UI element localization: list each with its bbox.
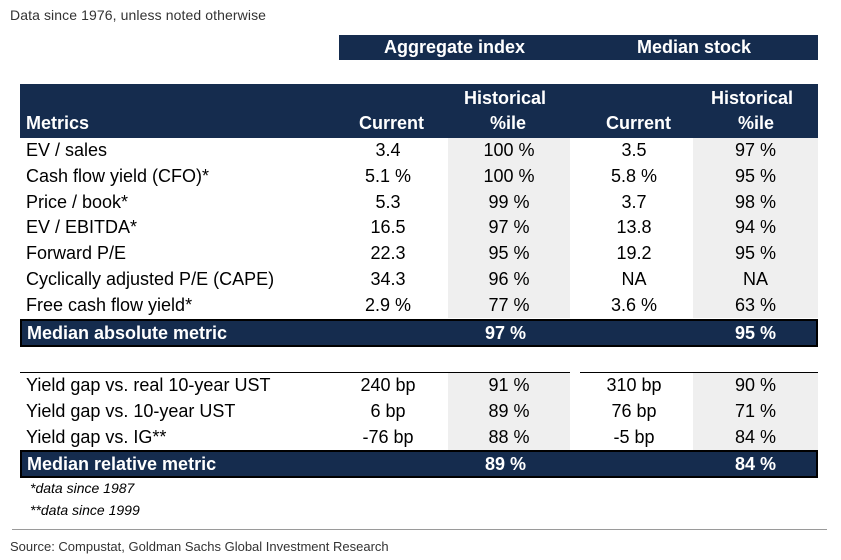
med-current-value: 310 bp — [606, 375, 662, 395]
footnote: *data since 1987 — [30, 480, 135, 496]
agg-current-value: 5.1 % — [364, 165, 412, 186]
med-current-value: 5.8 % — [610, 165, 658, 186]
agg-current-value: 6 bp — [370, 400, 406, 421]
med-percentile-value: 94 % — [734, 217, 777, 238]
med-percentile-value: 90 % — [734, 375, 777, 395]
agg-percentile-value: 100 % — [483, 140, 535, 160]
med-current-value: 76 bp — [611, 400, 657, 421]
median-relative-metric-row: Median relative metric 89 % 84 % — [20, 450, 818, 478]
agg-percentile-value: 88 % — [488, 426, 530, 447]
section-rule-right — [580, 372, 818, 373]
agg-pct-shade-bottom — [448, 373, 570, 451]
metric-label: Yield gap vs. IG** — [26, 426, 167, 447]
footnote: **data since 1999 — [30, 502, 140, 518]
agg-percentile-value: 91 % — [488, 375, 530, 395]
metric-label: EV / EBITDA* — [26, 217, 138, 238]
agg-historical-header-line1: Historical — [464, 88, 547, 108]
agg-current-value: 22.3 — [370, 243, 406, 264]
med-current-header: Current — [606, 113, 672, 133]
med-historical-header-line1: Historical — [711, 88, 794, 108]
metric-label: Cyclically adjusted P/E (CAPE) — [26, 269, 275, 289]
agg-current-value: 3.4 — [375, 140, 401, 160]
summary-agg-pct: 89 % — [485, 454, 527, 474]
med-percentile-value: 97 % — [734, 140, 777, 160]
med-current-value: 3.6 % — [610, 294, 658, 315]
agg-current-value: 5.3 — [375, 191, 401, 212]
agg-current-value: 240 bp — [360, 375, 416, 395]
summary-agg-pct: 97 % — [485, 323, 527, 343]
med-historical-header-line2: %ile — [738, 113, 775, 133]
median-absolute-metric-row: Median absolute metric 97 % 95 % — [20, 319, 818, 347]
summary-med-pct: 95 % — [735, 323, 777, 343]
med-percentile-value: 95 % — [734, 165, 777, 186]
agg-percentile-value: 96 % — [488, 269, 530, 289]
agg-percentile-value: 77 % — [488, 294, 530, 315]
summary-label: Median absolute metric — [27, 323, 228, 343]
med-current-value: 3.5 — [621, 140, 647, 160]
med-current-value: 19.2 — [616, 243, 652, 264]
aggregate-index-header: Aggregate index — [339, 35, 570, 60]
metric-label: Cash flow yield (CFO)* — [26, 165, 210, 186]
med-percentile-value: 95 % — [734, 243, 777, 264]
metric-label: Yield gap vs. real 10-year UST — [26, 375, 271, 395]
med-current-value: NA — [621, 269, 647, 289]
agg-pct-shade-top — [448, 138, 570, 318]
table-subtitle: Data since 1976, unless noted otherwise — [10, 7, 267, 23]
med-current-value: 3.7 — [621, 191, 647, 212]
metric-label: Free cash flow yield* — [26, 294, 193, 315]
med-percentile-value: 84 % — [734, 426, 777, 447]
metric-label: Price / book* — [26, 191, 129, 212]
med-pct-shade-top — [693, 138, 818, 318]
agg-current-value: 34.3 — [370, 269, 406, 289]
agg-percentile-value: 89 % — [488, 400, 530, 421]
agg-percentile-value: 95 % — [488, 243, 530, 264]
med-percentile-value: 71 % — [734, 400, 777, 421]
metrics-header: Metrics — [26, 113, 90, 133]
med-current-value: 13.8 — [616, 217, 652, 238]
metric-label: Forward P/E — [26, 243, 127, 264]
med-percentile-value: 98 % — [734, 191, 777, 212]
section-rule-left — [20, 372, 570, 373]
metric-label: EV / sales — [26, 140, 108, 160]
summary-med-pct: 84 % — [735, 454, 777, 474]
agg-percentile-value: 99 % — [488, 191, 530, 212]
agg-current-value: 2.9 % — [364, 294, 412, 315]
agg-current-value: 16.5 — [370, 217, 406, 238]
column-header-row: Metrics Current Historical %ile Current … — [20, 84, 818, 138]
median-stock-header: Median stock — [570, 35, 818, 60]
med-current-value: -5 bp — [613, 426, 655, 447]
metric-label: Yield gap vs. 10-year UST — [26, 400, 236, 421]
med-percentile-value: 63 % — [734, 294, 777, 315]
med-pct-shade-bottom — [693, 373, 818, 451]
agg-current-value: -76 bp — [362, 426, 414, 447]
footer-divider — [12, 529, 827, 530]
agg-historical-header-line2: %ile — [490, 113, 527, 133]
agg-current-header: Current — [359, 113, 425, 133]
source-note: Source: Compustat, Goldman Sachs Global … — [10, 539, 389, 554]
summary-label: Median relative metric — [27, 454, 217, 474]
agg-percentile-value: 100 % — [483, 165, 535, 186]
agg-percentile-value: 97 % — [488, 217, 530, 238]
med-percentile-value: NA — [742, 269, 768, 289]
